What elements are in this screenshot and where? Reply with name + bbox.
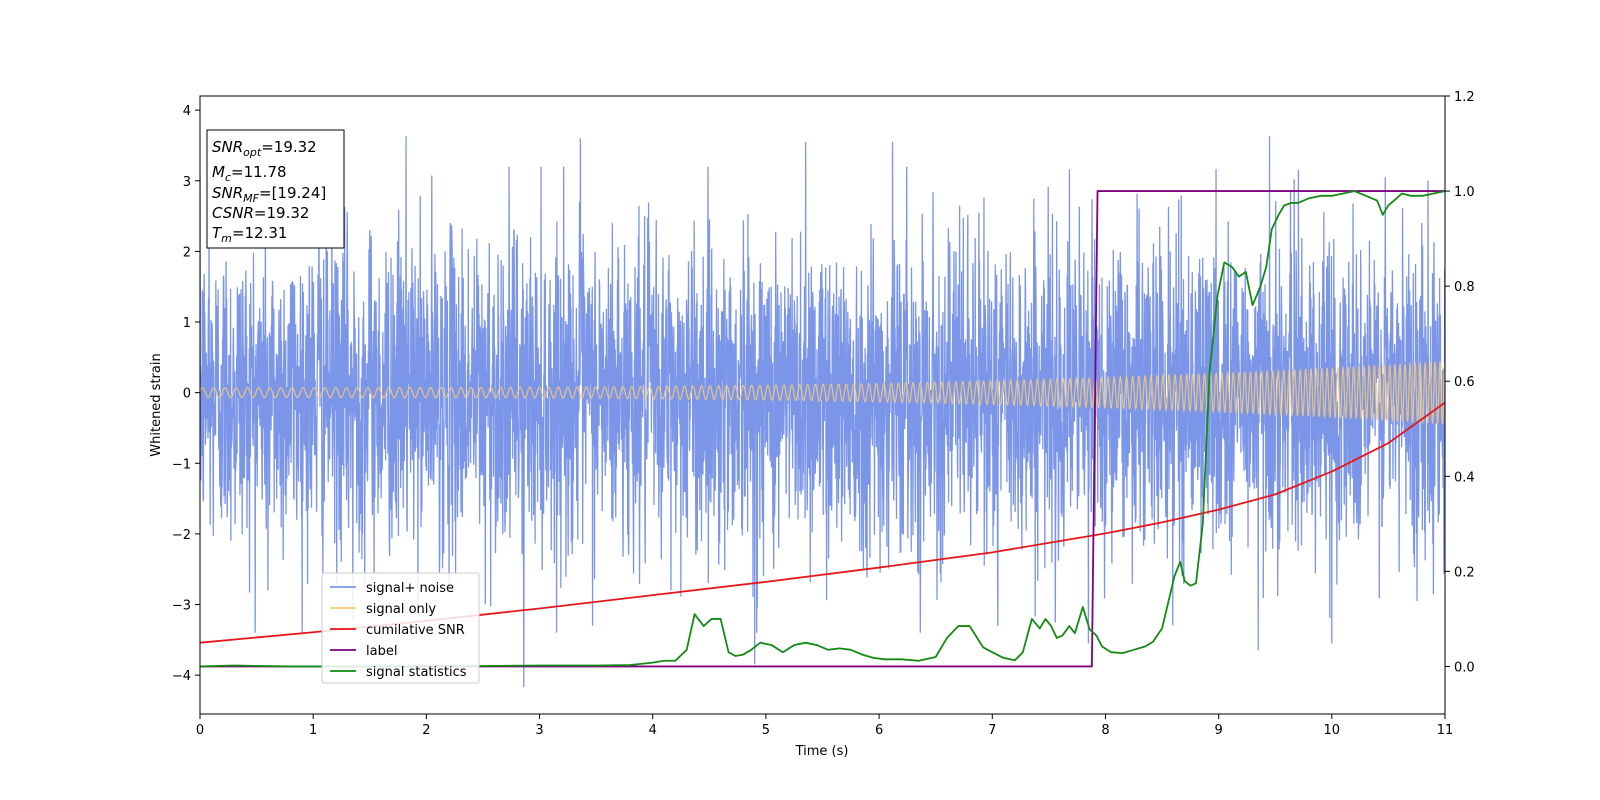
legend-frame: [321, 572, 480, 684]
legend-label: cumilative SNR: [366, 623, 465, 638]
info-box-line: CSNR=19.32: [212, 204, 309, 222]
x-tick-label: 8: [1101, 723, 1109, 738]
x-tick-label: 7: [988, 723, 996, 738]
legend: signal+ noise signal only cumilative SNR la…: [321, 572, 480, 684]
x-tick-label: 11: [1437, 723, 1454, 738]
legend-label: label: [366, 644, 397, 659]
left-y-tick-label: 2: [183, 245, 191, 260]
axes-frame: [199, 95, 1446, 715]
series-line-label: [200, 190, 1445, 668]
series-line-signal-only: [200, 360, 1445, 425]
info-box: SNRopt=19.32 Mc=11.78SNRMF=[19.24]CSNR=19…: [206, 129, 345, 249]
info-box-frame: [206, 129, 345, 249]
series-line-signal-statistics: [200, 190, 1445, 668]
x-tick-label: 0: [196, 723, 204, 738]
y-axis-label: Whitened strain: [149, 353, 164, 456]
right-y-tick-label: 0.2: [1454, 565, 1475, 580]
right-y-tick-label: 1.2: [1454, 90, 1475, 105]
info-box-line: Tm=12.31: [212, 224, 287, 245]
right-y-axis-ticks: 0.0 0.2 0.4 0.6 0.8 1.0 1.2: [1445, 90, 1475, 675]
x-tick-label: 6: [875, 723, 883, 738]
x-tick-label: 3: [535, 723, 543, 738]
x-tick-label: 2: [422, 723, 430, 738]
left-y-tick-label: 4: [183, 104, 191, 119]
legend-label: signal only: [366, 602, 436, 617]
left-y-tick-label: 3: [183, 175, 191, 190]
right-y-tick-label: 1.0: [1454, 185, 1475, 200]
x-axis-label: Time (s): [795, 744, 849, 759]
x-tick-label: 1: [309, 723, 317, 738]
right-y-tick-label: 0.8: [1454, 280, 1475, 295]
left-y-axis-ticks: −4 −3 −2 −1 0 1 2 3 4: [172, 104, 200, 684]
x-tick-label: 5: [762, 723, 770, 738]
series-line-signal-noise: [200, 136, 1445, 688]
left-y-tick-label: −2: [172, 528, 191, 543]
info-box-line: SNRopt=19.32: [212, 138, 317, 159]
left-y-tick-label: 0: [183, 387, 191, 402]
right-y-tick-label: 0.4: [1454, 470, 1475, 485]
legend-label: signal+ noise: [366, 581, 454, 596]
left-y-tick-label: −4: [172, 669, 191, 684]
left-y-tick-label: −1: [172, 457, 191, 472]
x-axis-ticks: 0 1 2 3 4 5 6 7 8 9 10 11: [196, 714, 1453, 738]
legend-label: signal statistics: [366, 665, 467, 680]
x-tick-label: 10: [1324, 723, 1341, 738]
x-tick-label: 9: [1214, 723, 1222, 738]
info-box-line: Mc=11.78: [212, 163, 287, 184]
x-tick-label: 4: [649, 723, 657, 738]
right-y-tick-label: 0.0: [1454, 660, 1475, 675]
right-y-tick-label: 0.6: [1454, 375, 1475, 390]
left-y-tick-label: 1: [183, 316, 191, 331]
info-box-line: SNRMF=[19.24]: [212, 184, 326, 205]
left-y-tick-label: −3: [172, 599, 191, 614]
